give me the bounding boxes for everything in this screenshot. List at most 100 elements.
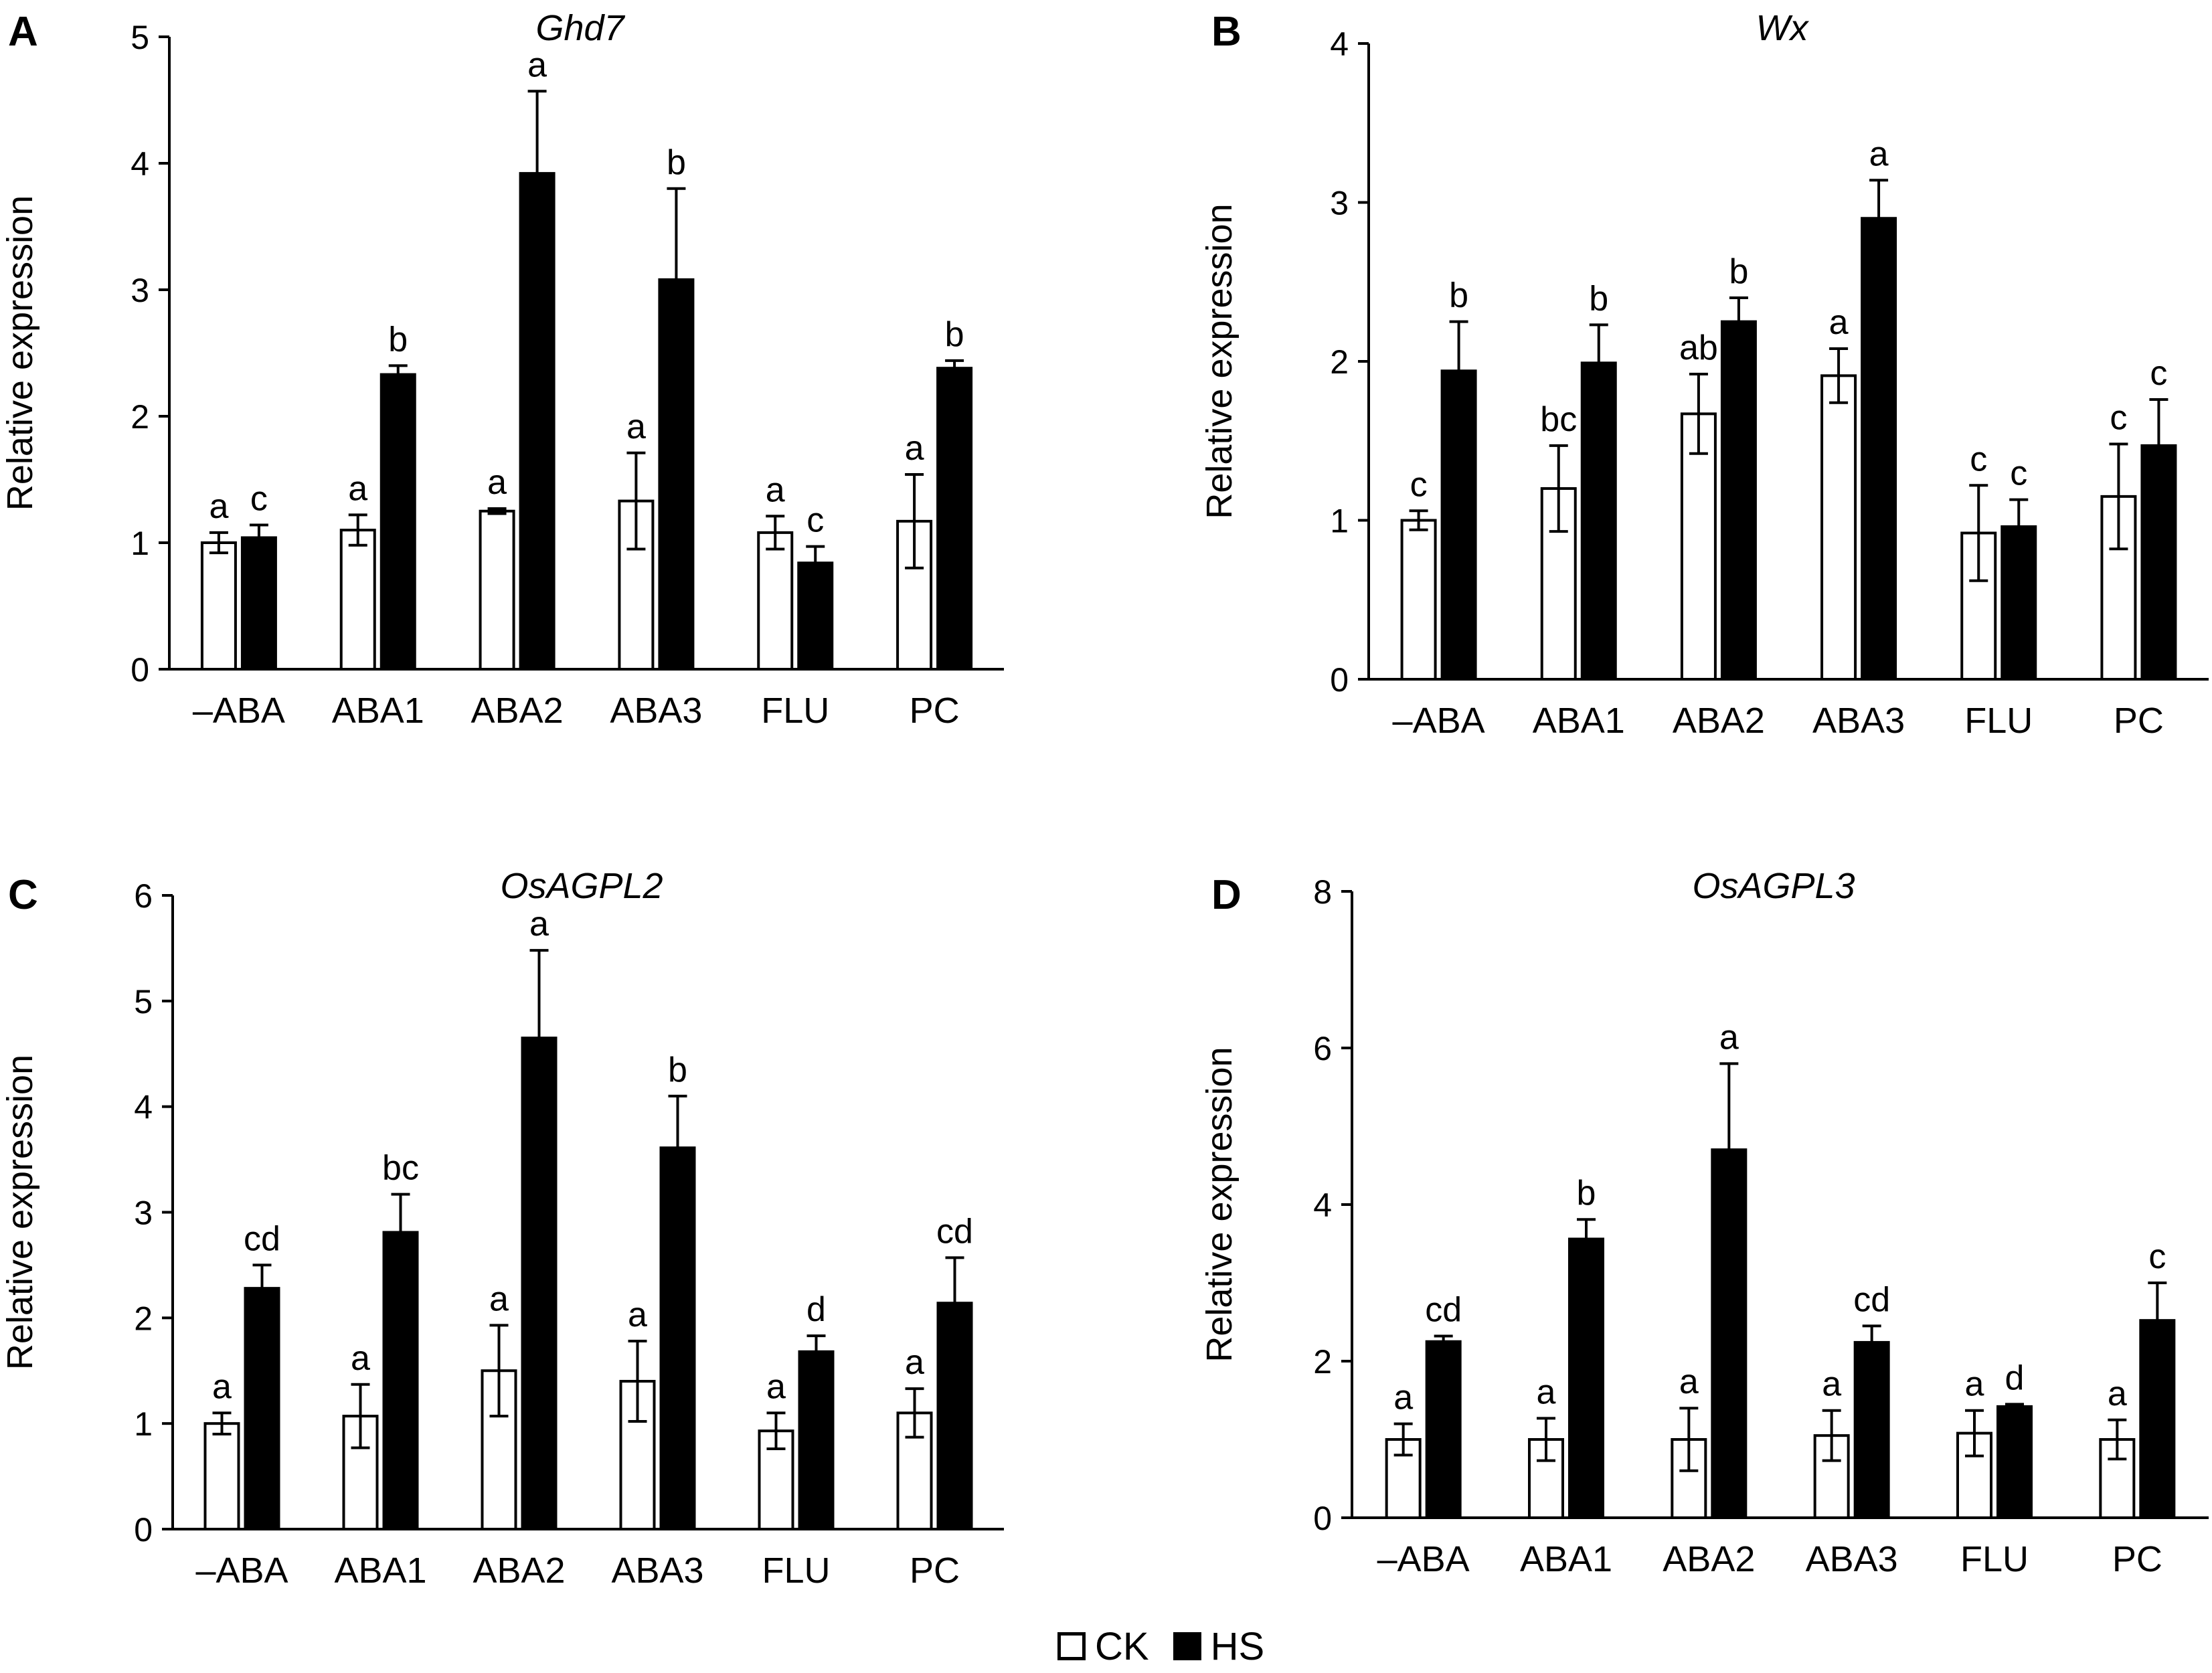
panel-b-ytick-label-0: 0 bbox=[1330, 661, 1349, 699]
panel-c-category-label-3: ABA3 bbox=[611, 1551, 703, 1591]
panel-b-sig-letter-hs-2: b bbox=[1729, 252, 1748, 291]
panel-c-ytick-label-5: 5 bbox=[134, 983, 153, 1021]
panel-b-category-label-0: –ABA bbox=[1393, 701, 1485, 741]
panel-c-category-label-1: ABA1 bbox=[334, 1551, 426, 1591]
panel-c-category-label-0: –ABA bbox=[195, 1551, 288, 1591]
panel-b-bar-hs-2 bbox=[1720, 320, 1757, 681]
panel-d-bar-hs-4 bbox=[1996, 1405, 2033, 1520]
panel-b-category-label-4: FLU bbox=[1964, 701, 2033, 741]
panel-c-category-label-2: ABA2 bbox=[473, 1551, 565, 1591]
panel-d-ytick-label-0: 0 bbox=[1313, 1500, 1332, 1537]
panel-c-sig-letter-hs-0: cd bbox=[244, 1219, 280, 1258]
panel-d-sig-letter-ck-4: a bbox=[1965, 1365, 1984, 1404]
panel-b-category-label-5: PC bbox=[2114, 701, 2164, 741]
panel-d-bar-hs-0 bbox=[1425, 1340, 1462, 1519]
panel-d-ytick-label-3: 6 bbox=[1313, 1030, 1332, 1067]
panel-c-ytick-label-0: 0 bbox=[134, 1511, 153, 1549]
panel-c-ytick-label-6: 6 bbox=[134, 877, 153, 915]
panel-d-sig-letter-ck-5: a bbox=[2108, 1375, 2127, 1413]
panel-c-ylabel: Relative expression bbox=[0, 1055, 40, 1370]
panel-a-category-label-4: FLU bbox=[761, 691, 829, 731]
panel-b-sig-letter-ck-0: c bbox=[1410, 465, 1428, 504]
panel-b-category-label-3: ABA3 bbox=[1812, 701, 1905, 741]
panel-b-sig-letter-ck-1: bc bbox=[1540, 400, 1577, 439]
panel-a-sig-letter-ck-4: a bbox=[766, 470, 785, 509]
panel-a-bar-ck-2 bbox=[479, 509, 515, 671]
panel-c-sig-letter-ck-1: a bbox=[351, 1339, 370, 1378]
panel-a-ytick-label-3: 3 bbox=[131, 272, 149, 309]
panel-c-sig-letter-ck-0: a bbox=[212, 1367, 232, 1406]
panel-d-category-label-3: ABA3 bbox=[1806, 1539, 1898, 1579]
panel-d-category-label-2: ABA2 bbox=[1663, 1539, 1755, 1579]
panel-c-ytick-label-4: 4 bbox=[134, 1089, 153, 1126]
panel-b-ylabel: Relative expression bbox=[1199, 203, 1240, 519]
legend-label-hs: HS bbox=[1210, 1624, 1265, 1668]
panel-d-sig-letter-hs-5: c bbox=[2148, 1237, 2166, 1276]
panel-d-sig-letter-hs-2: a bbox=[1719, 1018, 1739, 1057]
panel-b-sig-letter-hs-1: b bbox=[1589, 279, 1608, 318]
panel-c-ytick-label-1: 1 bbox=[134, 1405, 153, 1443]
legend-label-ck: CK bbox=[1095, 1624, 1149, 1668]
panel-c-category-label-4: FLU bbox=[762, 1551, 830, 1591]
panel-d-category-label-5: PC bbox=[2112, 1539, 2162, 1579]
legend: CK HS bbox=[1057, 1619, 1264, 1673]
panel-a-sig-letter-hs-3: b bbox=[667, 143, 686, 182]
panel-d-category-label-4: FLU bbox=[1960, 1539, 2029, 1579]
panel-b-letter: B bbox=[1211, 9, 1242, 55]
panel-c-bar-hs-4 bbox=[798, 1350, 835, 1530]
panel-c-sig-letter-ck-3: a bbox=[628, 1296, 647, 1334]
panel-c-category-label-5: PC bbox=[910, 1551, 960, 1591]
panel-d-ylabel: Relative expression bbox=[1199, 1047, 1240, 1362]
panel-d-sig-letter-hs-0: cd bbox=[1425, 1291, 1462, 1330]
panel-d-sig-letter-ck-2: a bbox=[1679, 1362, 1699, 1401]
panel-a-ylabel: Relative expression bbox=[0, 195, 40, 511]
panel-a-category-label-5: PC bbox=[910, 691, 960, 731]
panel-b-sig-letter-hs-5: c bbox=[2150, 354, 2167, 393]
legend-swatch-ck bbox=[1057, 1632, 1086, 1660]
panel-d-bar-hs-1 bbox=[1568, 1237, 1604, 1519]
panel-c-ytick-label-3: 3 bbox=[134, 1195, 153, 1232]
panel-c-title: OsAGPL2 bbox=[500, 866, 663, 906]
panel-d-sig-letter-ck-3: a bbox=[1822, 1365, 1841, 1404]
panel-a-category-label-2: ABA2 bbox=[471, 691, 564, 731]
panel-b-bar-hs-0 bbox=[1440, 369, 1477, 681]
panel-d-sig-letter-hs-1: b bbox=[1577, 1174, 1596, 1213]
panel-d-category-label-1: ABA1 bbox=[1520, 1539, 1612, 1579]
panel-d-sig-letter-ck-0: a bbox=[1393, 1379, 1413, 1417]
panel-c-bar-hs-1 bbox=[382, 1231, 419, 1530]
panel-a-sig-letter-ck-3: a bbox=[626, 408, 646, 446]
panel-c-sig-letter-hs-2: a bbox=[529, 905, 549, 944]
panel-a-sig-letter-hs-5: b bbox=[945, 315, 964, 354]
panel-c-sig-letter-ck-4: a bbox=[766, 1367, 786, 1406]
panel-c-sig-letter-hs-3: b bbox=[668, 1051, 687, 1089]
panel-b-ytick-label-4: 4 bbox=[1330, 25, 1349, 63]
panel-d-ytick-label-4: 8 bbox=[1313, 873, 1332, 911]
panel-d-bar-hs-3 bbox=[1853, 1340, 1890, 1520]
panel-b-category-label-2: ABA2 bbox=[1673, 701, 1765, 741]
panel-d-ytick-label-2: 4 bbox=[1313, 1186, 1332, 1224]
panel-a-sig-letter-hs-0: c bbox=[250, 480, 268, 519]
panel-a-sig-letter-ck-0: a bbox=[209, 487, 228, 526]
panel-b-ytick-label-3: 3 bbox=[1330, 185, 1349, 222]
panel-d-bar-hs-5 bbox=[2139, 1319, 2176, 1520]
panel-a-sig-letter-ck-5: a bbox=[905, 429, 924, 468]
panel-b-category-label-1: ABA1 bbox=[1533, 701, 1625, 741]
panel-a-category-label-3: ABA3 bbox=[610, 691, 702, 731]
panel-a-sig-letter-ck-2: a bbox=[487, 463, 507, 502]
panel-b-sig-letter-ck-4: c bbox=[1970, 440, 1987, 478]
panel-c-sig-letter-ck-5: a bbox=[905, 1343, 924, 1382]
panel-a-category-label-0: –ABA bbox=[193, 691, 285, 731]
panel-d-ytick-label-1: 2 bbox=[1313, 1343, 1332, 1381]
panel-c-bar-hs-0 bbox=[244, 1287, 280, 1530]
panel-a-ytick-label-2: 2 bbox=[131, 398, 149, 436]
panel-b-ytick-label-1: 1 bbox=[1330, 503, 1349, 540]
panel-c-sig-letter-ck-2: a bbox=[489, 1280, 509, 1318]
legend-swatch-hs bbox=[1173, 1632, 1201, 1660]
panel-d-category-label-0: –ABA bbox=[1377, 1539, 1470, 1579]
panel-a-bar-ck-1 bbox=[339, 529, 376, 671]
panel-c-sig-letter-hs-1: bc bbox=[382, 1149, 419, 1188]
panel-c-sig-letter-hs-5: cd bbox=[936, 1212, 973, 1251]
panel-a-bar-hs-5 bbox=[936, 367, 973, 671]
panel-a-sig-letter-ck-1: a bbox=[348, 469, 367, 508]
